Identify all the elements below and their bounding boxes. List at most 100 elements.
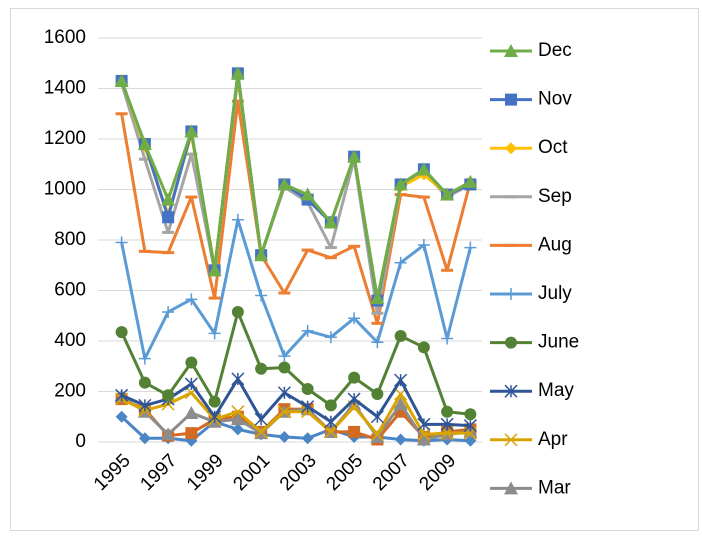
series-line: [120, 391, 471, 436]
marker: [115, 236, 128, 249]
marker: [115, 410, 128, 423]
legend-item: Nov: [490, 89, 572, 110]
marker: [370, 291, 385, 305]
marker: [278, 430, 291, 443]
y-tick-label: 1200: [44, 128, 86, 149]
marker: [440, 417, 454, 431]
legend-label: Sep: [538, 186, 572, 207]
y-tick-label: 0: [75, 431, 86, 452]
y-tick-label: 1600: [44, 27, 86, 48]
marker: [463, 419, 477, 433]
marker: [393, 177, 408, 191]
marker: [416, 162, 431, 176]
marker: [394, 373, 408, 387]
series: [114, 66, 478, 305]
series: [115, 213, 477, 365]
marker: [417, 427, 431, 441]
marker: [371, 336, 384, 349]
marker: [347, 392, 361, 406]
marker: [417, 341, 430, 354]
marker: [185, 356, 198, 369]
marker: [184, 405, 199, 419]
legend-label: Nov: [538, 89, 572, 110]
marker: [115, 388, 129, 402]
marker: [138, 352, 151, 365]
y-tick-label: 800: [54, 229, 86, 250]
marker: [370, 427, 384, 441]
y-tick-label: 1000: [44, 179, 86, 200]
marker: [301, 432, 314, 445]
marker: [464, 241, 477, 254]
marker: [348, 371, 361, 384]
legend-marker: [505, 142, 517, 155]
legend-marker: [505, 336, 517, 349]
marker: [300, 187, 315, 201]
marker: [464, 408, 477, 421]
marker: [137, 137, 152, 151]
marker: [416, 432, 431, 446]
marker: [207, 263, 222, 277]
marker: [278, 350, 291, 363]
marker: [417, 417, 431, 431]
marker: [324, 415, 338, 429]
series-line: [120, 415, 471, 443]
series: [115, 386, 477, 441]
marker: [185, 293, 198, 306]
marker: [277, 386, 291, 400]
marker: [255, 289, 268, 302]
legend-label: Oct: [538, 137, 568, 158]
legend-label: May: [538, 380, 574, 401]
chart-frame: [10, 8, 699, 531]
marker: [370, 410, 384, 424]
series-line: [120, 310, 471, 416]
series-line: [120, 71, 472, 300]
marker: [254, 425, 268, 439]
y-tick-label: 400: [54, 330, 86, 351]
marker: [162, 305, 175, 318]
marker: [162, 389, 175, 402]
marker: [254, 248, 269, 262]
y-tick-label: 1400: [44, 78, 86, 99]
marker: [463, 174, 478, 188]
legend-item: Oct: [490, 137, 568, 158]
marker: [324, 331, 337, 344]
marker: [324, 425, 338, 439]
legend-item: Sep: [490, 186, 572, 207]
marker: [324, 399, 337, 412]
marker: [208, 327, 221, 340]
legend-marker: [504, 384, 518, 398]
marker: [161, 427, 176, 441]
marker: [441, 332, 454, 345]
marker: [230, 412, 245, 426]
marker: [301, 400, 315, 414]
series-line: [121, 377, 471, 428]
marker: [231, 405, 245, 419]
legend-item: Apr: [490, 429, 568, 450]
marker: [208, 410, 222, 424]
marker: [441, 405, 454, 418]
y-tick-label: 200: [54, 381, 86, 402]
series: [115, 99, 477, 325]
marker: [231, 372, 245, 386]
legend-item: Aug: [490, 234, 572, 255]
legend-marker: [504, 433, 518, 447]
legend-marker: [505, 93, 517, 106]
marker: [394, 256, 407, 269]
marker: [394, 329, 407, 342]
marker: [278, 361, 291, 374]
marker: [184, 124, 199, 138]
marker: [231, 423, 244, 436]
marker: [231, 305, 244, 318]
marker: [138, 432, 151, 445]
marker: [370, 429, 385, 443]
series: [115, 372, 477, 433]
marker: [393, 397, 408, 411]
marker: [138, 398, 152, 412]
series-line: [120, 99, 472, 325]
legend-marker: [504, 481, 518, 495]
legend-item: June: [490, 332, 579, 353]
marker: [231, 213, 244, 226]
legend-label: July: [538, 283, 572, 304]
legend-item: Mar: [490, 477, 571, 498]
